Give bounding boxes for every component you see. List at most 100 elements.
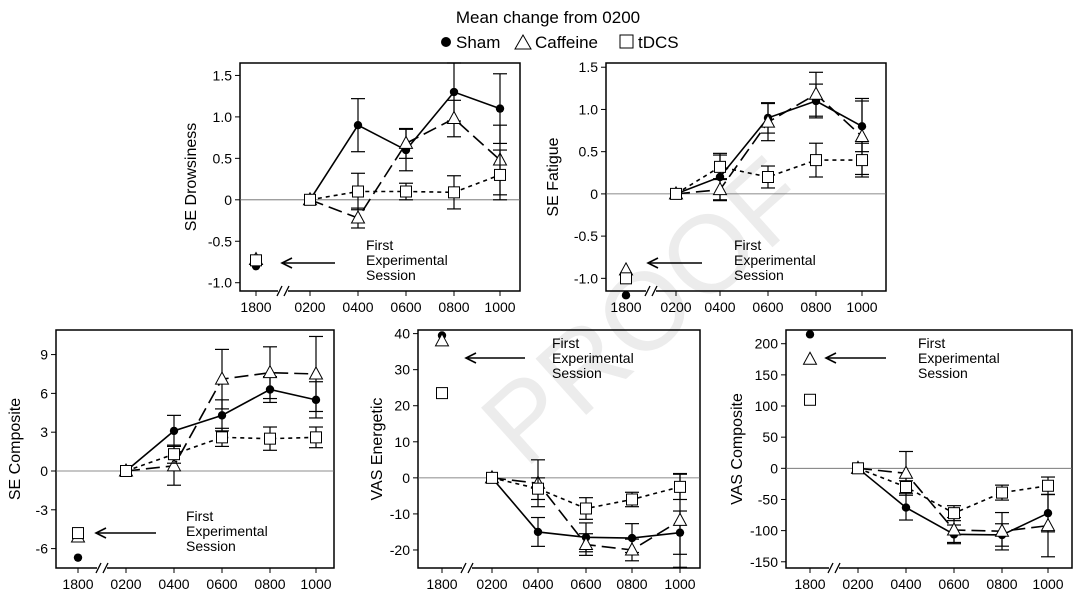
data-point xyxy=(901,503,911,512)
data-point xyxy=(448,186,460,199)
series-caffeine xyxy=(248,99,508,265)
x-tick-label: 1800 xyxy=(62,576,93,592)
y-tick-label: -1.0 xyxy=(208,275,232,291)
data-point xyxy=(310,431,322,444)
data-point xyxy=(900,481,912,494)
data-point xyxy=(948,507,960,520)
series-line xyxy=(675,159,862,195)
legend-label-tdcs: tDCS xyxy=(638,33,679,52)
y-tick-label: 0 xyxy=(224,192,232,208)
x-tick-label: 0800 xyxy=(986,576,1017,592)
x-tick-label: 0400 xyxy=(522,576,553,592)
data-point xyxy=(449,87,459,97)
data-point xyxy=(627,533,637,543)
data-point xyxy=(304,193,316,206)
annotation-text: Session xyxy=(734,267,784,283)
y-tick-label: 0.5 xyxy=(213,150,233,166)
data-point xyxy=(446,110,462,125)
x-tick-label: 1000 xyxy=(1032,576,1063,592)
plot-frame xyxy=(605,62,887,292)
data-point xyxy=(1042,479,1054,492)
x-tick-label: 0200 xyxy=(294,299,325,315)
data-point xyxy=(674,480,686,493)
data-point xyxy=(762,171,774,183)
y-tick-label: -1.0 xyxy=(574,270,598,286)
legend: Sham Caffeine tDCS xyxy=(441,33,679,52)
axis-break-mark xyxy=(276,285,283,297)
axis-break-mark xyxy=(651,285,658,297)
axis-break-mark xyxy=(834,562,841,574)
data-point xyxy=(580,502,592,515)
y-tick-label: 1.5 xyxy=(213,67,233,83)
x-tick-label: 0200 xyxy=(476,576,507,592)
legend-label-sham: Sham xyxy=(456,33,500,52)
x-tick-label: 1000 xyxy=(484,299,515,315)
y-tick-label: 9 xyxy=(40,347,48,363)
series-caffeine xyxy=(802,351,1056,558)
annotation-text: Session xyxy=(552,365,602,381)
axis-break-mark xyxy=(283,285,290,297)
data-point xyxy=(495,104,505,113)
annotation-text: Experimental xyxy=(552,350,634,366)
x-tick-label: 0400 xyxy=(342,299,373,315)
y-axis-label: VAS Energetic xyxy=(369,398,386,501)
y-tick-label: 6 xyxy=(40,385,48,401)
data-point xyxy=(1040,517,1056,532)
data-point xyxy=(626,493,638,506)
axis-break-mark xyxy=(95,562,102,574)
annotation-text: First xyxy=(366,237,393,253)
y-tick-label: 3 xyxy=(40,424,48,440)
annotation-text: Session xyxy=(366,267,416,283)
chart-panel-1: -1.0 -0.5 0 0.5 1.0 1.5 SE Drowsiness 1800 0200 0… xyxy=(183,62,521,315)
figure-title: Mean change from 0200 xyxy=(456,8,640,27)
axis-break-mark xyxy=(102,562,109,574)
x-tick-label: 0800 xyxy=(438,299,469,315)
data-point xyxy=(805,330,815,339)
y-tick-label: 0 xyxy=(402,470,410,486)
data-point xyxy=(533,527,543,537)
plot-frame xyxy=(785,329,1073,569)
x-tick-label: 0200 xyxy=(660,299,691,315)
annotation-text: Experimental xyxy=(734,252,816,268)
series-line xyxy=(857,467,1049,533)
y-tick-label: -3 xyxy=(36,502,49,518)
axis-break-gap xyxy=(462,562,472,574)
y-tick-label: 200 xyxy=(755,336,779,352)
annotation-text: Experimental xyxy=(186,523,268,539)
series-tdcs xyxy=(620,142,869,285)
data-point xyxy=(436,387,448,400)
axis-break-gap xyxy=(646,285,656,297)
annotation-arrowhead xyxy=(646,257,659,269)
x-tick-label: 1800 xyxy=(794,576,825,592)
data-point xyxy=(353,120,363,130)
y-tick-label: -6 xyxy=(36,541,49,557)
y-tick-label: -0.5 xyxy=(574,228,598,244)
data-point xyxy=(621,291,631,300)
axis-break-gap xyxy=(278,285,288,297)
annotation-arrowhead xyxy=(824,352,837,364)
x-tick-label: 0800 xyxy=(800,299,831,315)
data-point xyxy=(852,462,864,475)
y-axis-label: SE Composite xyxy=(7,398,24,500)
y-tick-label: 1.5 xyxy=(579,59,599,75)
data-point xyxy=(670,187,682,200)
x-tick-label: 1800 xyxy=(426,576,457,592)
data-point xyxy=(712,181,728,196)
axis-break-mark xyxy=(460,562,467,574)
data-point xyxy=(262,364,278,379)
y-tick-label: 1.0 xyxy=(213,109,233,125)
legend-label-caffeine: Caffeine xyxy=(535,33,598,52)
legend-marker-caffeine xyxy=(514,33,532,50)
x-tick-label: 0600 xyxy=(752,299,783,315)
data-point xyxy=(486,471,498,484)
series-tdcs xyxy=(436,387,687,520)
annotation-text: First xyxy=(918,335,945,351)
y-axis-label: SE Drowsiness xyxy=(183,123,200,231)
data-point xyxy=(264,432,276,445)
x-tick-label: 0600 xyxy=(938,576,969,592)
y-tick-label: 10 xyxy=(394,434,410,450)
data-point xyxy=(578,536,594,551)
data-point xyxy=(400,185,412,198)
data-point xyxy=(856,154,868,167)
